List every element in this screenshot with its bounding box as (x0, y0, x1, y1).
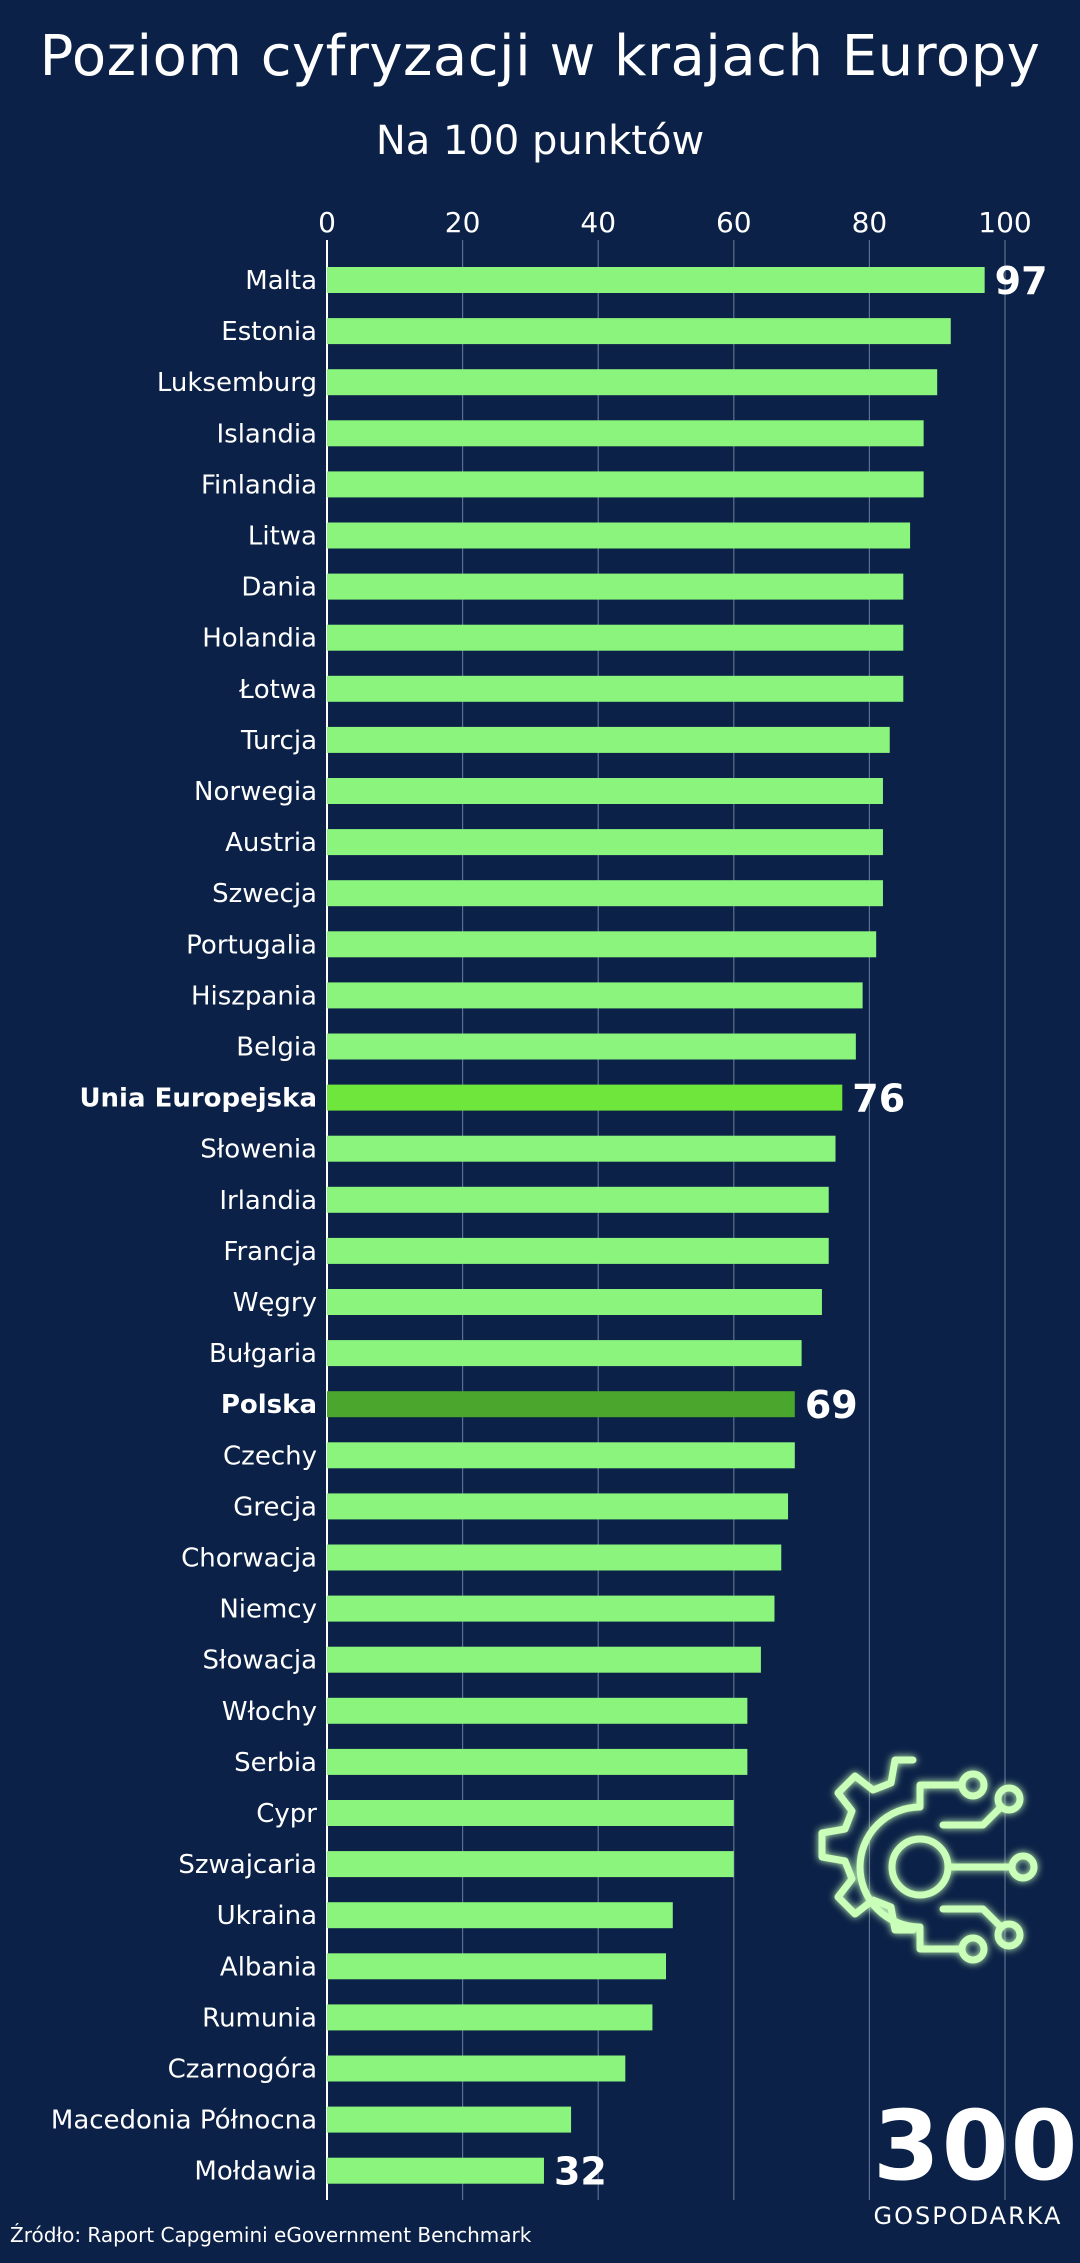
chart-subtitle: Na 100 punktów (375, 118, 705, 164)
category-label: Grecja (233, 1492, 317, 1522)
category-label: Węgry (233, 1288, 317, 1318)
category-label: Luksemburg (157, 368, 317, 398)
category-label: Słowacja (203, 1646, 317, 1676)
bar (327, 1289, 822, 1315)
bar (327, 267, 985, 293)
bar (327, 778, 883, 804)
category-label: Francja (223, 1237, 317, 1267)
category-label: Islandia (216, 419, 317, 449)
bar (327, 1800, 734, 1826)
category-label: Szwecja (212, 879, 317, 909)
logo-number: 300 (873, 2090, 1080, 2202)
bar (327, 1084, 843, 1111)
bar (327, 420, 924, 447)
bar (327, 982, 863, 1009)
digital-gear-icon (818, 1756, 1038, 1964)
category-label: Malta (245, 266, 317, 296)
category-label: Irlandia (219, 1186, 317, 1216)
bar (327, 829, 883, 856)
bar (327, 573, 904, 600)
bar (327, 2004, 653, 2031)
bar (327, 1033, 856, 1060)
bar (327, 1953, 666, 1980)
category-label: Dania (241, 573, 317, 603)
category-label: Rumunia (202, 2003, 317, 2033)
bar (327, 1748, 748, 1775)
bar (327, 675, 904, 702)
bar (327, 1135, 836, 1162)
data-label: 69 (805, 1383, 858, 1427)
chart-title: Poziom cyfryzacji w krajach Europy (39, 24, 1041, 89)
category-label: Szwajcaria (178, 1850, 317, 1880)
category-label: Macedonia Północna (51, 2106, 317, 2136)
bar (327, 1493, 789, 1520)
bar (327, 1646, 761, 1673)
bar (327, 369, 938, 396)
category-label: Albania (220, 1952, 317, 1982)
bar (327, 1595, 775, 1622)
bar (327, 318, 951, 345)
category-label: Finlandia (201, 470, 317, 500)
category-label: Mołdawia (194, 2157, 317, 2187)
bar (327, 1851, 734, 1878)
x-tick-label: 0 (318, 206, 336, 239)
data-label: 32 (554, 2150, 607, 2194)
category-label: Estonia (221, 317, 317, 347)
bar (327, 931, 877, 958)
category-label: Austria (225, 828, 317, 858)
data-label: 76 (852, 1077, 905, 1121)
category-label: Niemcy (219, 1595, 317, 1625)
bar (327, 471, 924, 498)
bar (327, 1340, 802, 1367)
category-label: Portugalia (186, 930, 317, 960)
category-label: Serbia (234, 1748, 317, 1778)
category-label: Czarnogóra (168, 2055, 317, 2085)
bar (327, 1237, 829, 1264)
x-tick-label: 40 (580, 206, 616, 239)
bar (327, 624, 904, 651)
x-tick-label: 80 (852, 206, 888, 239)
category-label: Norwegia (194, 777, 317, 807)
category-label: Bułgaria (209, 1339, 317, 1369)
brand-logo: 300 GOSPODARKA (873, 2090, 1080, 2238)
bar (327, 880, 883, 907)
category-label: Belgia (236, 1033, 317, 1063)
x-tick-label: 100 (978, 206, 1031, 239)
x-tick-label: 20 (445, 206, 481, 239)
category-label: Ukraina (217, 1901, 317, 1931)
x-tick-label: 60 (716, 206, 752, 239)
category-label: Hiszpania (191, 981, 317, 1011)
bar (327, 2055, 626, 2082)
category-label: Turcja (240, 726, 317, 756)
bar (327, 2157, 544, 2184)
category-label: Włochy (222, 1697, 317, 1727)
category-label: Cypr (256, 1799, 317, 1829)
bar (327, 522, 911, 549)
bar (327, 1902, 673, 1929)
category-label: Chorwacja (181, 1544, 317, 1574)
data-label: 97 (995, 259, 1048, 303)
bar (327, 1697, 748, 1724)
bar (327, 2106, 572, 2133)
category-label: Holandia (202, 624, 317, 654)
logo-word: GOSPODARKA (873, 2202, 1063, 2230)
bar (327, 1391, 795, 1418)
category-label: Słowenia (200, 1135, 317, 1165)
category-label: Litwa (248, 522, 317, 552)
bar (327, 1544, 782, 1571)
category-label: Unia Europejska (79, 1084, 317, 1114)
source-note: Źródło: Raport Capgemini eGovernment Ben… (10, 2223, 532, 2247)
bar (327, 1442, 795, 1469)
bar (327, 1186, 829, 1213)
bar (327, 726, 890, 753)
category-label: Łotwa (238, 675, 317, 705)
category-label: Czechy (223, 1441, 317, 1471)
category-label: Polska (221, 1390, 317, 1420)
